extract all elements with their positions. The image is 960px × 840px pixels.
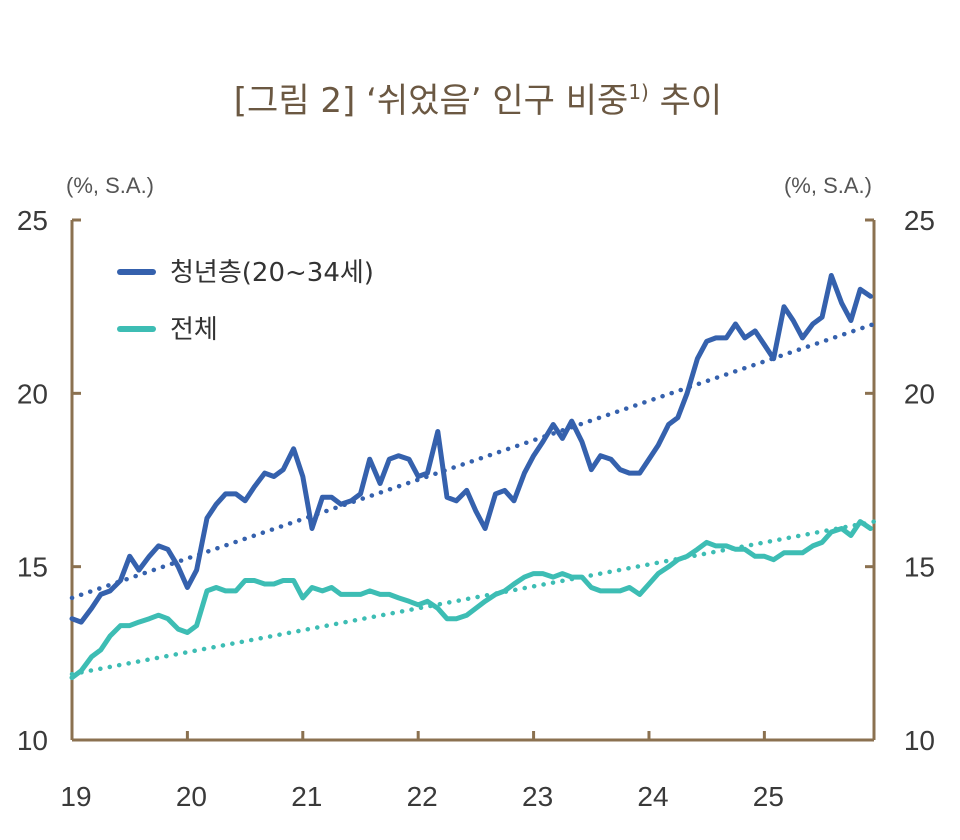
x-tick-label: 24 xyxy=(637,781,668,812)
y-tick-label-left: 25 xyxy=(17,205,48,236)
x-tick-label: 23 xyxy=(522,781,553,812)
y-tick-label-right: 15 xyxy=(904,552,935,583)
y-tick-label-left: 20 xyxy=(17,378,48,409)
series-line-youth xyxy=(69,273,873,625)
legend-label-youth: 청년층(20~34세) xyxy=(170,258,374,288)
axes xyxy=(70,218,876,742)
x-tick-label: 22 xyxy=(407,781,438,812)
y-tick-label-left: 10 xyxy=(17,725,48,756)
chart-title-footnote: 1) xyxy=(628,80,649,104)
x-tick-label: 20 xyxy=(176,781,207,812)
y-tick-label-right: 10 xyxy=(904,725,935,756)
legend: 청년층(20~34세) 전체 xyxy=(117,258,374,345)
chart-title-suffix: 추이 xyxy=(649,81,722,121)
series-line-total xyxy=(69,519,873,681)
left-axis-unit: (%, S.A.) xyxy=(66,173,154,198)
y-tick-label-right: 20 xyxy=(904,378,935,409)
x-tick-label: 25 xyxy=(753,781,784,812)
chart-title-main: [그림 2] ‘쉬었음’ 인구 비중 xyxy=(234,81,629,121)
series-lines xyxy=(69,273,873,681)
chart-title: [그림 2] ‘쉬었음’ 인구 비중1) 추이 xyxy=(234,80,722,121)
x-tick-label: 19 xyxy=(60,781,91,812)
tick-labels: 10 15 20 25 10 15 20 25 19 20 21 22 23 24 25 xyxy=(17,205,935,812)
trendline-total xyxy=(69,519,877,677)
trendline-youth xyxy=(69,321,877,601)
y-tick-label-right: 25 xyxy=(904,205,935,236)
x-tick-label: 21 xyxy=(291,781,322,812)
legend-label-total: 전체 xyxy=(170,315,218,345)
y-tick-label-left: 15 xyxy=(17,552,48,583)
right-axis-unit: (%, S.A.) xyxy=(784,173,872,198)
